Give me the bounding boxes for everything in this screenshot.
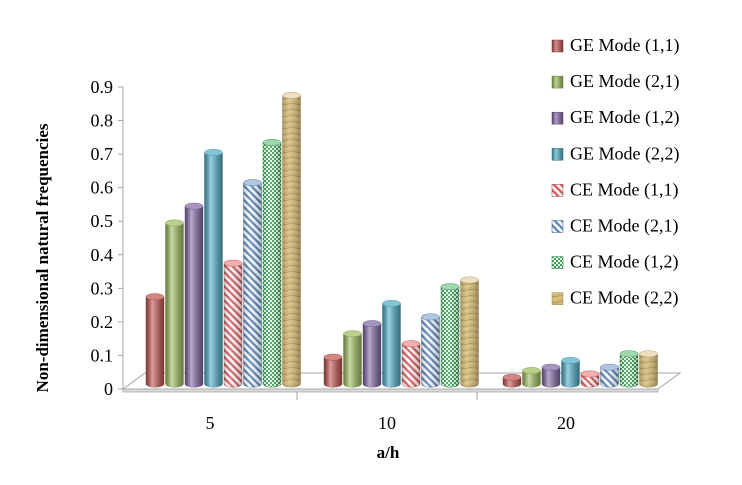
bar (502, 373, 522, 388)
bar (541, 363, 561, 388)
bar (223, 259, 243, 388)
legend-swatch (551, 39, 564, 53)
x-tick-label: 5 (206, 413, 215, 433)
y-tick-label: 0.1 (91, 345, 114, 365)
bar (145, 293, 165, 388)
bar (401, 340, 421, 388)
legend-swatch (551, 111, 564, 125)
legend-label: GE Mode (2,2) (570, 143, 679, 164)
legend-item: GE Mode (2,2) (551, 143, 679, 164)
legend-item: CE Mode (2,2) (551, 288, 678, 309)
y-axis: 0 0.1 0.2 0.3 0.4 0.5 0.6 0.7 0.8 0.9 (91, 77, 124, 399)
y-tick-label: 0.3 (91, 278, 114, 298)
legend-label: CE Mode (2,1) (570, 216, 678, 237)
floor-edge (122, 388, 659, 393)
y-axis-label: Non-dimensional natural frequencies (33, 123, 52, 392)
bar (362, 320, 382, 388)
bar (343, 330, 362, 388)
bar (165, 219, 184, 388)
bar (323, 353, 343, 388)
y-tick-label: 0.4 (91, 245, 114, 265)
legend-item: CE Mode (1,1) (551, 179, 678, 200)
bar-group-20 (502, 350, 658, 388)
bar (282, 92, 301, 388)
legend-label: CE Mode (2,2) (570, 288, 678, 309)
legend-swatch (551, 148, 564, 161)
legend-label: GE Mode (1,1) (570, 35, 679, 56)
bar (262, 138, 282, 388)
legend-item: CE Mode (1,2) (551, 252, 678, 273)
x-tick-label: 20 (557, 413, 575, 433)
bar (243, 179, 262, 388)
legend-label: GE Mode (2,1) (570, 71, 679, 92)
bar (184, 202, 204, 388)
legend-label: CE Mode (1,1) (570, 179, 678, 200)
legend-label: CE Mode (1,2) (570, 252, 678, 273)
legend-swatch (551, 75, 564, 89)
y-tick-label: 0.7 (91, 144, 114, 164)
bar (421, 313, 440, 388)
bar-group-5 (145, 92, 301, 388)
y-tick-label: 0.6 (91, 178, 114, 198)
bar-group-10 (323, 276, 479, 388)
y-tick-label: 0.2 (91, 312, 114, 332)
x-axis: 5 10 20 (206, 413, 576, 433)
legend-swatch (551, 220, 564, 233)
legend-label: GE Mode (1,2) (570, 107, 679, 128)
y-tick-label: 0.5 (91, 211, 114, 231)
bar (440, 283, 460, 388)
legend-swatch (551, 292, 564, 305)
legend-swatch (551, 256, 564, 269)
x-tick-label: 10 (378, 413, 396, 433)
legend: GE Mode (1,1) GE Mode (2,1) GE Mode (1,2) G… (551, 35, 679, 309)
y-tick-label: 0 (104, 379, 113, 399)
bar (619, 350, 639, 388)
bars-group (145, 92, 658, 388)
bar (639, 350, 658, 388)
legend-item: GE Mode (1,1) (551, 35, 679, 56)
bar (580, 370, 600, 388)
bar (204, 149, 223, 388)
y-tick-label: 0.8 (91, 111, 114, 131)
legend-item: GE Mode (1,2) (551, 107, 679, 128)
bar (522, 367, 541, 388)
bar (600, 363, 619, 388)
bar (382, 300, 401, 388)
x-axis-label: a/h (377, 443, 400, 462)
legend-item: CE Mode (2,1) (551, 216, 678, 237)
y-tick-label: 0.9 (91, 77, 114, 97)
legend-swatch (551, 184, 564, 197)
bar (460, 276, 479, 388)
bar (561, 357, 580, 388)
legend-item: GE Mode (2,1) (551, 71, 679, 92)
